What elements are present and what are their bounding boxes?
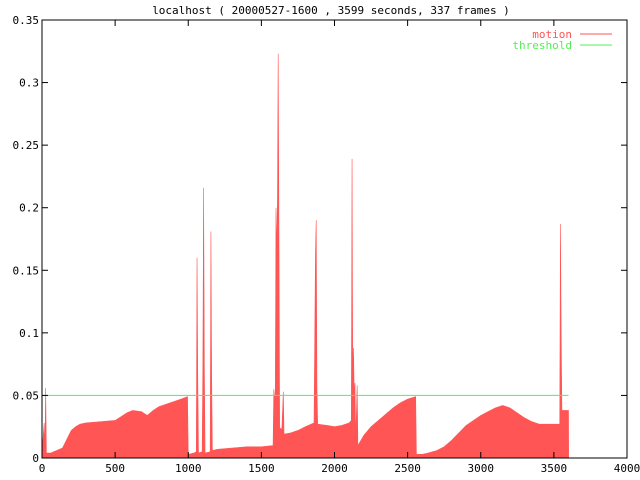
series-motion-area — [41, 53, 569, 459]
plot-border — [41, 19, 628, 459]
x-tick-label: 3500 — [541, 462, 568, 475]
legend-label-threshold: threshold — [512, 39, 572, 52]
y-tick-label: 0.2 — [19, 202, 39, 215]
plot-area — [41, 53, 569, 459]
y-tick-label: 0.35 — [13, 14, 40, 27]
x-tick-label: 3000 — [468, 462, 495, 475]
y-tick-label: 0 — [32, 452, 39, 465]
x-tick-label: 1500 — [248, 462, 275, 475]
y-tick-label: 0.1 — [19, 327, 39, 340]
x-tick-label: 4000 — [614, 462, 640, 475]
x-tick-label: 2500 — [394, 462, 421, 475]
x-tick-label: 500 — [105, 462, 125, 475]
x-tick-label: 0 — [39, 462, 46, 475]
axis-ticks: 0 500 1000 1500 2000 2500 3000 3500 4000 0 0.05 0.1… — [13, 14, 640, 475]
y-tick-label: 0.25 — [13, 139, 40, 152]
x-tick-label: 1000 — [175, 462, 202, 475]
y-tick-label: 0.3 — [19, 77, 39, 90]
x-tick-label: 2000 — [321, 462, 348, 475]
y-tick-label: 0.05 — [13, 389, 40, 402]
chart-title: localhost ( 20000527-1600 , 3599 seconds… — [152, 4, 510, 17]
y-tick-label: 0.15 — [13, 264, 40, 277]
legend-label-motion: motion — [532, 28, 572, 41]
legend: motion threshold — [512, 28, 612, 52]
